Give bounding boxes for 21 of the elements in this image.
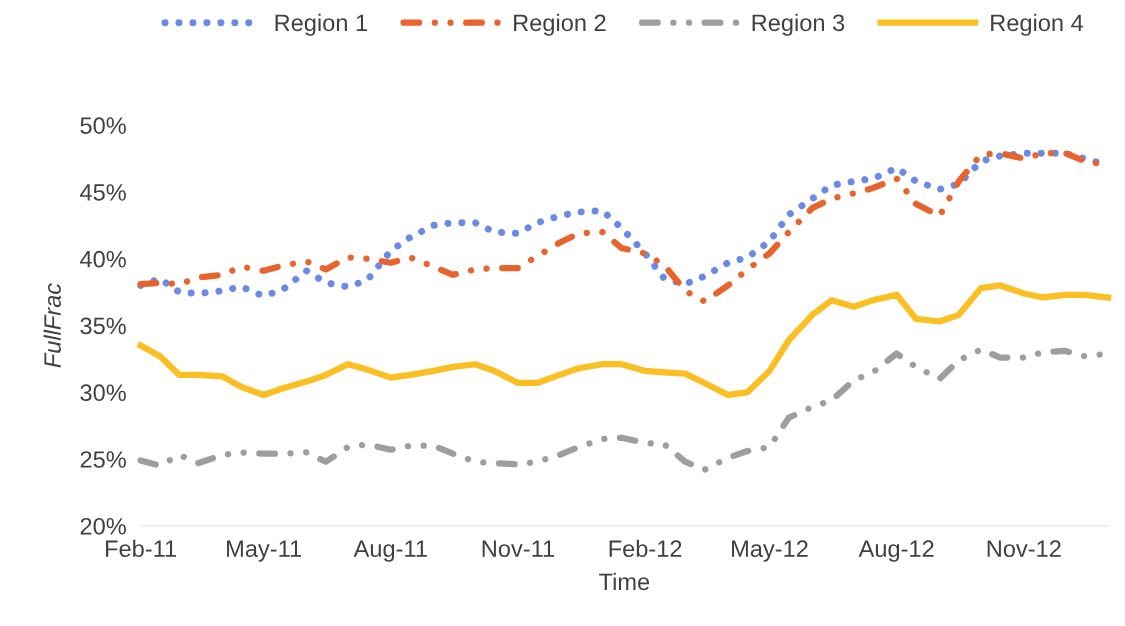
legend-label: Region 4 <box>991 13 1084 36</box>
x-tick-label: May-11 <box>227 540 301 562</box>
x-tick-label: May-12 <box>732 540 808 562</box>
y-tick-label: 45% <box>80 184 126 201</box>
y-tick-label: 40% <box>80 250 126 268</box>
y-axis-title: FullFrac <box>43 283 61 368</box>
y-tick-label: 35% <box>80 317 126 335</box>
x-tick-label: Aug-11 <box>353 540 427 562</box>
y-tick-label: 50% <box>80 117 126 134</box>
x-tick-label: Feb-12 <box>609 539 682 558</box>
legend-label: Region 2 <box>514 13 606 36</box>
x-tick-label: Nov-12 <box>987 540 1061 558</box>
x-tick-label: Aug-12 <box>858 540 934 562</box>
legend-label: Region 3 <box>752 13 845 36</box>
x-tick-label: Feb-11 <box>106 539 177 558</box>
y-tick-label: 20% <box>80 517 126 535</box>
y-tick-label: 25% <box>80 451 126 468</box>
x-tick-label: Nov-11 <box>482 540 554 558</box>
y-tick-label: 30% <box>80 384 126 402</box>
legend-label: Region 1 <box>275 13 367 36</box>
x-axis-title: Time <box>599 572 650 591</box>
